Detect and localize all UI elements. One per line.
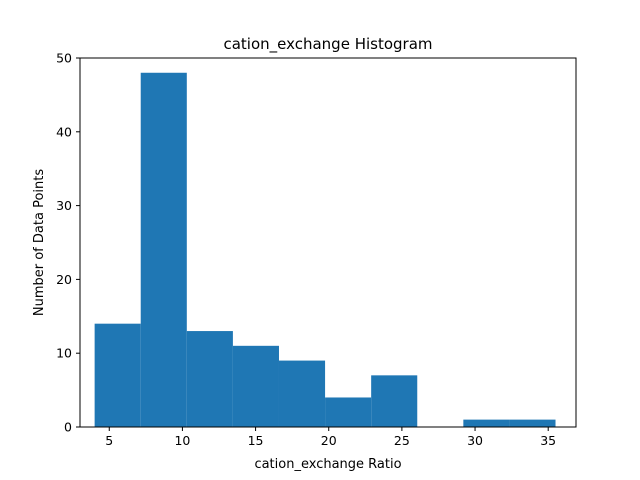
y-tick-label: 0 <box>64 420 72 435</box>
y-tick-label: 50 <box>56 51 72 66</box>
x-tick-label: 35 <box>540 433 556 448</box>
histogram-bar-1 <box>94 323 141 427</box>
histogram-bar-7 <box>371 375 418 427</box>
y-axis-label: Number of Data Points <box>32 169 47 316</box>
y-tick-label: 10 <box>56 346 72 361</box>
y-tick-label: 20 <box>56 272 72 287</box>
histogram-bar-9 <box>463 419 510 427</box>
bars-group <box>94 72 556 427</box>
plot-frame <box>79 57 577 428</box>
x-tick-label: 20 <box>321 433 337 448</box>
histogram-bar-3 <box>186 331 233 427</box>
histogram-bar-10 <box>509 419 556 427</box>
x-tick-label: 30 <box>467 433 483 448</box>
histogram-bar-4 <box>232 345 279 427</box>
x-tick-label: 25 <box>394 433 410 448</box>
y-axis-ticks: 0 10 20 30 40 50 <box>56 51 80 435</box>
x-axis-ticks: 5 10 15 20 25 30 35 <box>105 427 556 448</box>
x-tick-label: 10 <box>174 433 190 448</box>
histogram-bar-6 <box>325 397 372 427</box>
chart-title: cation_exchange Histogram <box>223 35 432 54</box>
x-tick-label: 15 <box>248 433 264 448</box>
x-tick-label: 5 <box>105 433 113 448</box>
y-tick-label: 30 <box>56 198 72 213</box>
x-axis-label: cation_exchange Ratio <box>254 457 401 472</box>
histogram-bar-2 <box>140 72 187 427</box>
histogram-bar-5 <box>278 360 326 427</box>
y-tick-label: 40 <box>56 124 72 139</box>
